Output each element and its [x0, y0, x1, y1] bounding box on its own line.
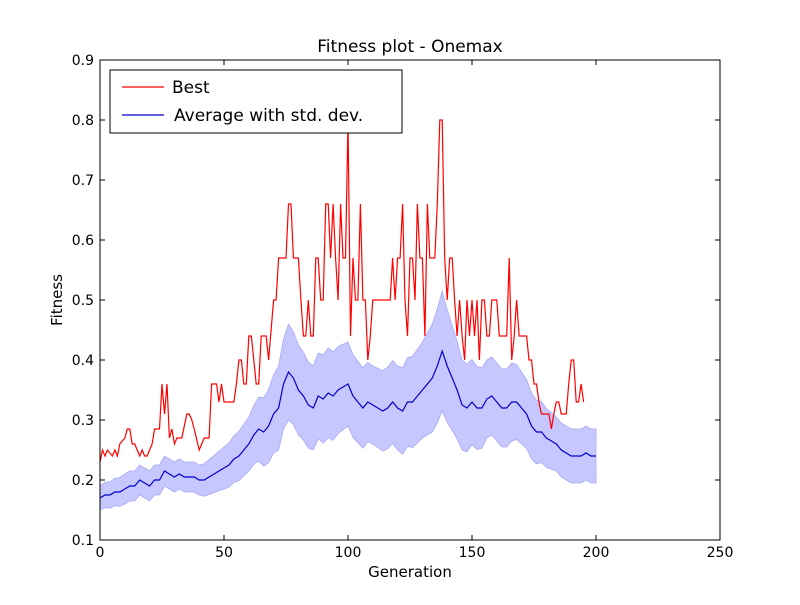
legend: Best Average with std. dev.	[109, 69, 403, 134]
chart-title: Fitness plot - Onemax	[317, 37, 502, 57]
x-axis-label: Generation	[368, 563, 452, 581]
y-tick-label: 0.8	[72, 113, 94, 129]
axis-ticks: 0 50 100 150 200 250 0.1 0.2 0.3 0.4 0.5 0.6 0.7 0.8 0…	[72, 53, 734, 561]
legend-box	[109, 69, 403, 134]
x-tick-label: 0	[96, 545, 105, 561]
x-tick-label: 100	[335, 545, 362, 561]
y-tick-label: 0.4	[72, 353, 94, 369]
x-tick-label: 250	[707, 545, 734, 561]
y-tick-label: 0.1	[72, 533, 94, 549]
x-tick-label: 50	[215, 545, 233, 561]
y-tick-label: 0.5	[72, 293, 94, 309]
std-dev-band	[99, 289, 597, 511]
legend-label-best: Best	[172, 78, 210, 98]
y-axis-label: Fitness	[48, 274, 66, 326]
y-tick-label: 0.3	[72, 413, 94, 429]
y-tick-label: 0.6	[72, 233, 94, 249]
series-line-best	[99, 119, 585, 463]
plot-area	[99, 119, 597, 511]
x-tick-label: 200	[583, 545, 610, 561]
y-tick-label: 0.9	[72, 53, 94, 69]
series-line-average	[99, 349, 596, 499]
x-tick-label: 150	[459, 545, 486, 561]
y-tick-label: 0.7	[72, 173, 94, 189]
legend-label-average: Average with std. dev.	[174, 106, 363, 126]
y-tick-label: 0.2	[72, 473, 94, 489]
